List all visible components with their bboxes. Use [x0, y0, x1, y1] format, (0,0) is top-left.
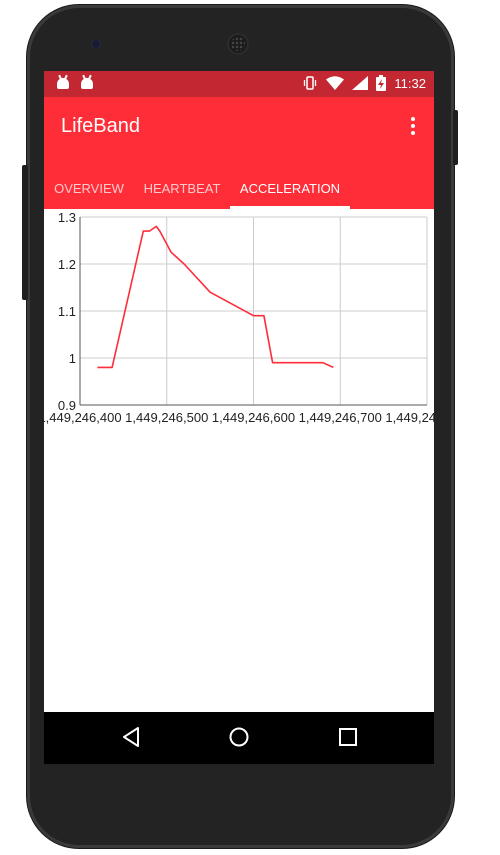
acceleration-series-line: [97, 225, 334, 369]
app-title: LifeBand: [61, 115, 140, 137]
vibrate-icon: [304, 76, 317, 90]
y-tick-label: 1: [69, 351, 76, 366]
front-camera: [91, 39, 101, 49]
status-bar: 11:32: [44, 71, 434, 97]
y-tick-label: 1.3: [58, 210, 76, 225]
x-tick-label: 1,449,246,400: [44, 410, 122, 425]
y-tick-label: 1.1: [58, 304, 76, 319]
tab-overview[interactable]: OVERVIEW: [54, 180, 124, 196]
battery-charging-icon: [376, 75, 387, 91]
tab-acceleration[interactable]: ACCELERATION: [230, 167, 350, 209]
tab-bar: OVERVIEW HEARTBEAT ACCELERATION: [44, 167, 434, 209]
recents-icon[interactable]: [338, 726, 358, 748]
signal-icon: [352, 76, 369, 90]
screen: 11:32 LifeBand OVERVIEW HEARTBEAT ACCELE…: [44, 71, 434, 764]
earpiece-speaker: [227, 33, 249, 55]
navigation-bar: [44, 712, 434, 764]
status-time: 11:32: [394, 75, 426, 91]
power-button: [453, 110, 458, 165]
volume-button: [22, 165, 28, 300]
android-icon: [56, 76, 70, 89]
x-tick-label: 1,449,246,700: [299, 410, 382, 425]
x-tick-label: 1,449,246,600: [212, 410, 295, 425]
tab-heartbeat[interactable]: HEARTBEAT: [143, 180, 221, 196]
more-vert-icon[interactable]: [410, 117, 416, 137]
wifi-icon: [326, 76, 345, 90]
android-debug-icon: [80, 76, 94, 89]
y-tick-label: 0.9: [58, 398, 76, 413]
x-tick-label: 1,449,246,500: [125, 410, 208, 425]
x-tick-label: 1,449,246,800: [385, 410, 434, 425]
back-icon[interactable]: [121, 726, 141, 748]
acceleration-chart: 1.3 1.2 1.1 1 0.91,449,246,400 1,449,246,500 1…: [44, 210, 434, 425]
app-bar: LifeBand OVERVIEW HEARTBEAT ACCELERATION: [44, 97, 434, 209]
home-icon[interactable]: [228, 726, 250, 748]
y-tick-label: 1.2: [58, 257, 76, 272]
